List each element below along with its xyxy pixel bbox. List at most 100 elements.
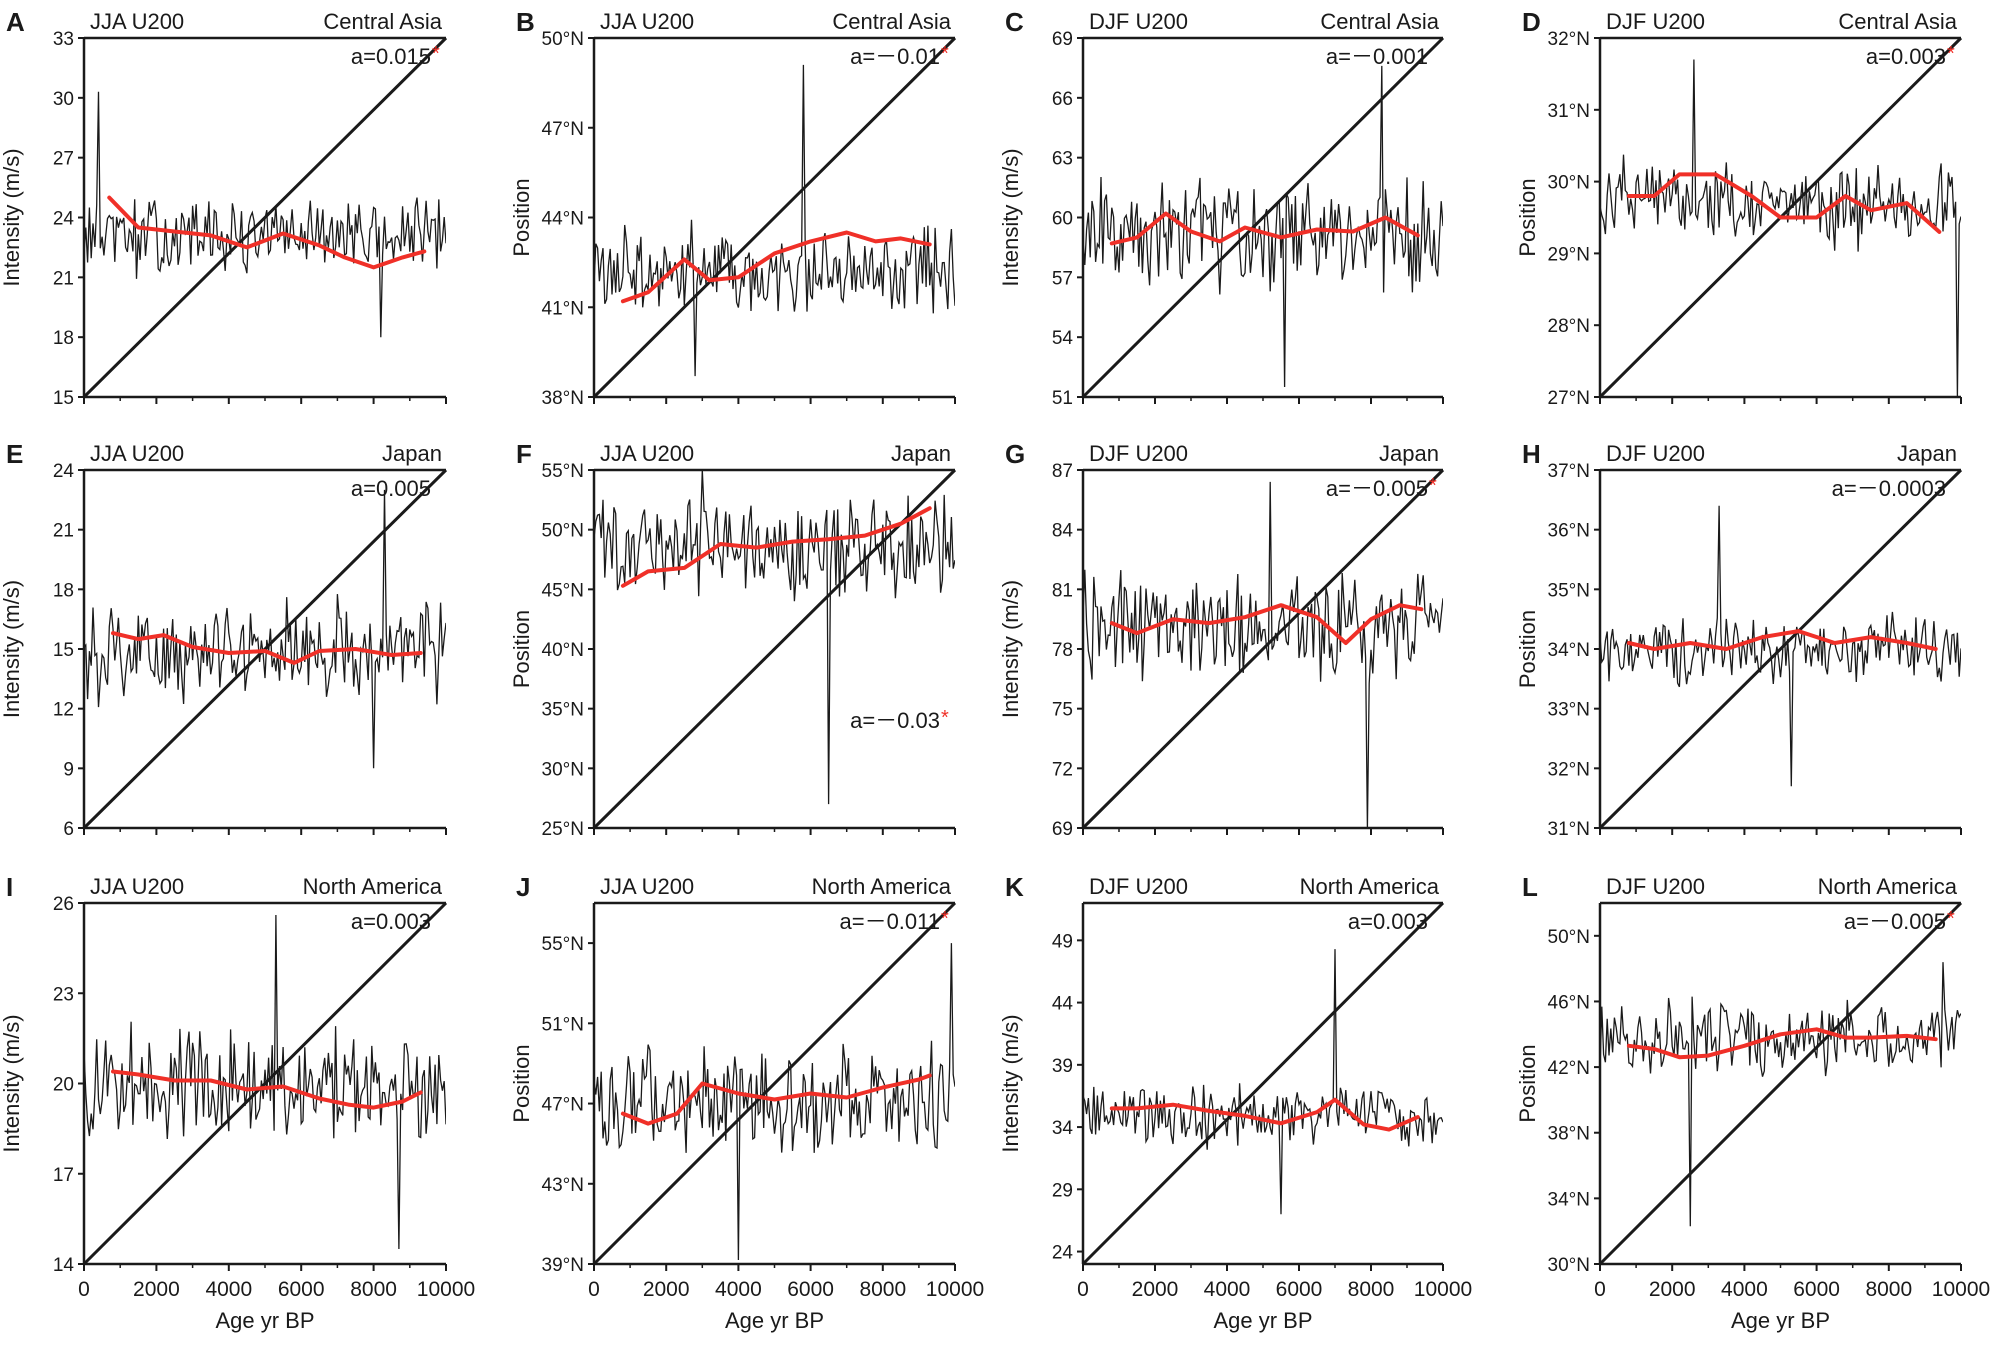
y-tick-label-h: 34°N xyxy=(1548,640,1590,661)
smooth-series-line-l xyxy=(1626,1027,1938,1060)
y-tick-label-l: 50°N xyxy=(1548,927,1590,948)
x-tick-label-i: 6000 xyxy=(278,1278,325,1301)
raw-series-line-j xyxy=(594,943,955,1261)
y-tick-label-h: 33°N xyxy=(1548,700,1590,721)
diagonal-line-h xyxy=(1598,468,1963,830)
y-tick-label-h: 32°N xyxy=(1548,759,1590,780)
y-tick-label-j: 39°N xyxy=(542,1255,584,1276)
diagonal-line-l xyxy=(1598,901,1963,1266)
panel-e: 6 9 12 15 18 21 24 Intensity (m/s) E JJA U200 Japa… xyxy=(0,439,448,840)
trend-coefficient-k: a=0.003 xyxy=(1348,909,1428,934)
y-tick-label-e: 15 xyxy=(53,640,74,661)
season-title-e: JJA U200 xyxy=(90,441,184,466)
x-tick-label-k: 6000 xyxy=(1276,1278,1323,1301)
diagonal-line-i xyxy=(82,901,448,1266)
y-axis-label-h: Position xyxy=(1515,610,1540,688)
y-tick-label-a: 27 xyxy=(53,149,74,170)
trend-coefficient-d: a=0.003 xyxy=(1866,44,1946,69)
x-tick-label-l: 4000 xyxy=(1721,1278,1768,1301)
y-tick-label-h: 35°N xyxy=(1548,580,1590,601)
y-axis-label-l: Position xyxy=(1515,1044,1540,1122)
y-tick-label-k: 24 xyxy=(1052,1243,1074,1264)
y-tick-label-a: 15 xyxy=(53,388,74,409)
season-title-l: DJF U200 xyxy=(1606,874,1705,899)
panel-letter-i: I xyxy=(6,872,13,902)
y-tick-label-d: 28°N xyxy=(1548,316,1590,337)
x-tick-label-j: 4000 xyxy=(715,1278,762,1301)
trend-coefficient-h: a=－0.0003 xyxy=(1832,476,1946,501)
panel-j: 39°N 43°N 47°N 51°N 55°N 0 2000 4000 6000 8000 100… xyxy=(509,872,984,1333)
trend-coefficient-l: a=－0.005 xyxy=(1844,909,1946,934)
season-title-g: DJF U200 xyxy=(1089,441,1188,466)
significance-star-d: * xyxy=(1947,43,1955,65)
raw-series-line-d xyxy=(1600,59,1961,397)
panel-letter-h: H xyxy=(1522,439,1541,469)
trend-coefficient-c: a=－0.001 xyxy=(1326,44,1428,69)
panel-a: 15 18 21 24 27 30 33 Intensity (m/s) A JJA U200 Ce… xyxy=(0,7,448,409)
x-tick-label-i: 8000 xyxy=(350,1278,397,1301)
y-tick-label-d: 30°N xyxy=(1548,173,1590,194)
y-tick-label-e: 6 xyxy=(63,819,74,840)
x-axis-label-j: Age yr BP xyxy=(725,1308,824,1333)
region-title-i: North America xyxy=(303,874,443,899)
season-title-h: DJF U200 xyxy=(1606,441,1705,466)
y-axis-label-c: Intensity (m/s) xyxy=(998,148,1023,286)
y-axis-label-g: Intensity (m/s) xyxy=(998,580,1023,718)
season-title-j: JJA U200 xyxy=(600,874,694,899)
y-tick-label-l: 42°N xyxy=(1548,1058,1590,1079)
raw-series-line-a xyxy=(84,91,446,338)
region-title-h: Japan xyxy=(1897,441,1957,466)
season-title-d: DJF U200 xyxy=(1606,9,1705,34)
x-tick-label-i: 4000 xyxy=(205,1278,252,1301)
x-axis-label-k: Age yr BP xyxy=(1213,1308,1312,1333)
y-tick-label-a: 24 xyxy=(53,209,75,230)
y-tick-label-c: 60 xyxy=(1052,209,1073,230)
y-axis-label-a: Intensity (m/s) xyxy=(0,148,24,286)
y-tick-label-d: 27°N xyxy=(1548,388,1590,409)
x-tick-label-j: 0 xyxy=(588,1278,600,1301)
panel-k: 24 29 34 39 44 49 0 2000 4000 6000 8000 10000 Age yr… xyxy=(998,872,1472,1333)
smooth-series-line-i xyxy=(111,1069,423,1110)
panel-letter-k: K xyxy=(1005,872,1024,902)
smooth-series-line-k xyxy=(1109,1097,1420,1132)
trend-coefficient-j: a=－0.011 xyxy=(839,909,940,934)
y-tick-label-l: 46°N xyxy=(1548,992,1590,1013)
y-axis-label-i: Intensity (m/s) xyxy=(0,1014,24,1152)
y-tick-label-j: 43°N xyxy=(542,1175,584,1196)
y-tick-label-h: 36°N xyxy=(1548,521,1590,542)
raw-series-line-f xyxy=(594,470,955,805)
x-tick-label-l: 6000 xyxy=(1793,1278,1840,1301)
y-tick-label-g: 69 xyxy=(1052,819,1073,840)
y-tick-label-b: 50°N xyxy=(542,29,584,50)
region-title-d: Central Asia xyxy=(1838,9,1957,34)
x-tick-label-l: 10000 xyxy=(1932,1278,1990,1301)
y-tick-label-g: 81 xyxy=(1052,580,1073,601)
y-tick-label-h: 31°N xyxy=(1548,819,1590,840)
y-axis-label-b: Position xyxy=(509,178,534,256)
smooth-series-line-j xyxy=(620,1073,932,1126)
y-tick-label-j: 55°N xyxy=(542,934,584,955)
y-tick-label-g: 84 xyxy=(1052,521,1074,542)
y-tick-label-f: 50°N xyxy=(542,521,584,542)
region-title-a: Central Asia xyxy=(323,9,442,34)
season-title-f: JJA U200 xyxy=(600,441,694,466)
significance-star-f: * xyxy=(941,707,949,729)
y-tick-label-i: 23 xyxy=(53,984,74,1005)
smooth-series-line-g xyxy=(1109,603,1424,645)
y-tick-label-g: 87 xyxy=(1052,461,1073,482)
x-tick-label-l: 8000 xyxy=(1865,1278,1912,1301)
y-tick-label-k: 39 xyxy=(1052,1056,1073,1077)
y-axis-label-e: Intensity (m/s) xyxy=(0,580,24,718)
smooth-series-line-c xyxy=(1109,211,1420,246)
raw-series-line-c xyxy=(1083,65,1443,388)
y-tick-label-d: 32°N xyxy=(1548,29,1590,50)
panel-letter-a: A xyxy=(6,7,25,37)
trend-coefficient-a: a=0.015 xyxy=(351,44,431,69)
region-title-c: Central Asia xyxy=(1320,9,1439,34)
panel-h: 31°N 32°N 33°N 34°N 35°N 36°N 37°N Position H DJF… xyxy=(1515,439,1963,840)
y-tick-label-e: 9 xyxy=(63,759,74,780)
region-title-k: North America xyxy=(1300,874,1440,899)
region-title-j: North America xyxy=(812,874,952,899)
smooth-series-line-e xyxy=(111,631,423,665)
